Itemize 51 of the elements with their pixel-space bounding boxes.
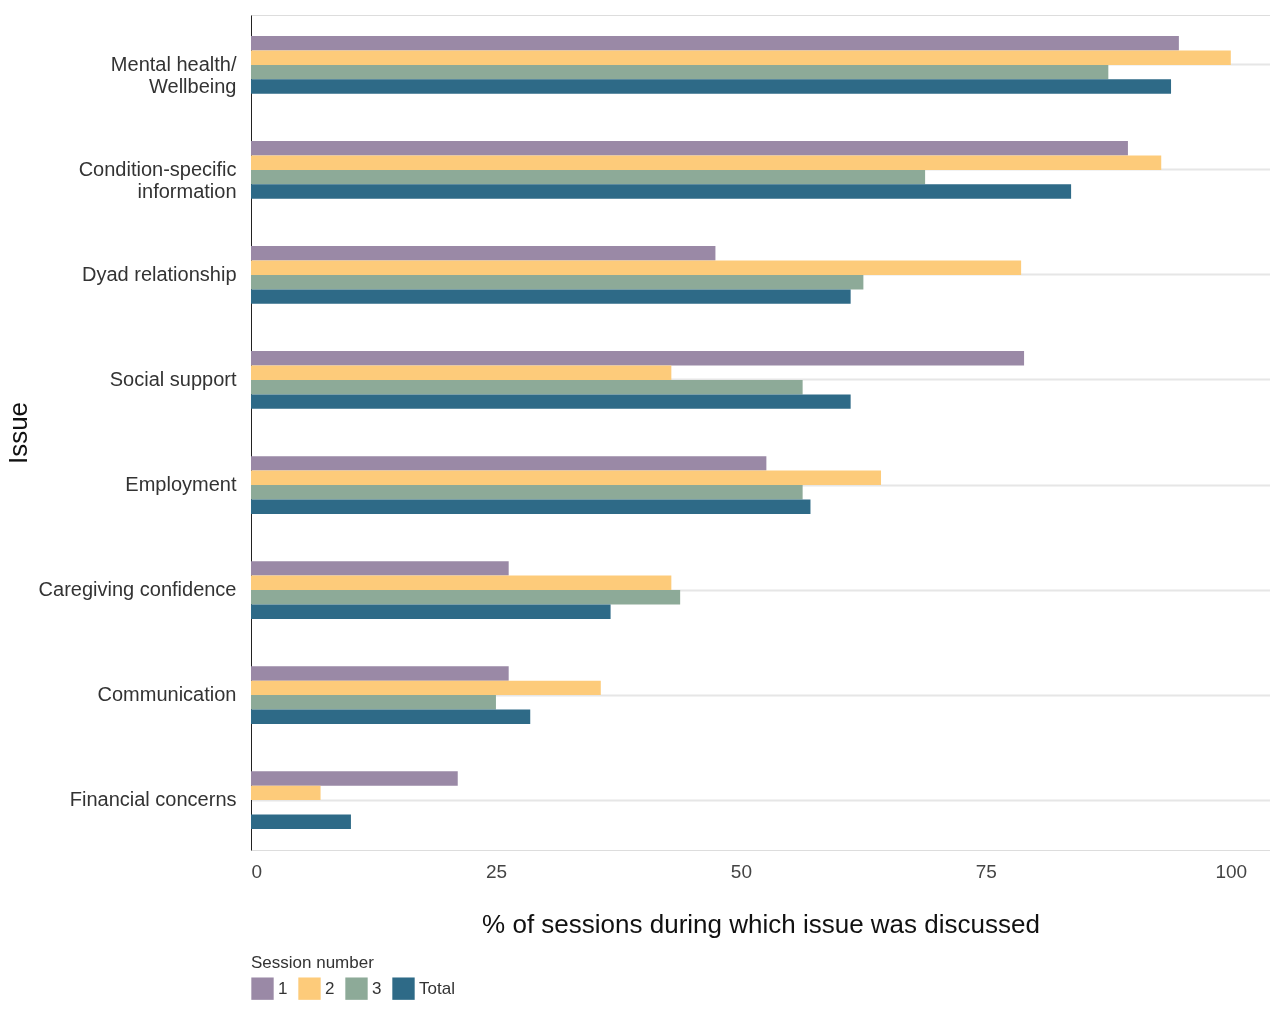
bar <box>251 604 611 619</box>
bar <box>251 155 1162 170</box>
x-axis-title: % of sessions during which issue was discussed <box>482 908 1040 939</box>
bar <box>251 771 458 786</box>
bar <box>251 36 1179 51</box>
bar <box>251 499 811 514</box>
bar <box>251 79 1172 94</box>
bar <box>251 274 864 290</box>
x-tick-label: 0 <box>251 860 263 882</box>
bar <box>251 394 851 409</box>
bar <box>251 169 926 185</box>
bar <box>251 695 496 710</box>
bar <box>251 184 1072 199</box>
y-tick-label: Social support <box>109 367 237 390</box>
x-tick-label: 75 <box>975 860 997 882</box>
bar <box>251 351 1025 366</box>
legend-label: 3 <box>372 978 382 998</box>
bar <box>251 666 509 681</box>
bar <box>251 50 1231 65</box>
y-tick-label: Caregiving confidence <box>38 578 237 601</box>
bar <box>251 785 321 801</box>
bar <box>251 141 1128 156</box>
bar <box>251 365 672 380</box>
bar <box>251 246 716 261</box>
legend-label: 1 <box>278 978 288 998</box>
bar <box>251 590 681 605</box>
bar <box>251 814 351 829</box>
bar <box>251 379 803 395</box>
legend-label: 2 <box>325 978 335 998</box>
bar <box>251 456 767 471</box>
bar <box>251 709 531 724</box>
y-tick-label: Employment <box>125 473 237 496</box>
bar <box>251 485 803 500</box>
legend-label: Total <box>419 978 455 998</box>
bar <box>251 289 851 304</box>
x-tick-label: 100 <box>1215 860 1248 882</box>
y-axis-title: Issue <box>2 401 33 465</box>
y-tick-label: Mental health/ Wellbeing <box>110 52 237 97</box>
bar <box>251 561 509 576</box>
y-tick-label: Financial concerns <box>69 788 237 811</box>
bar <box>251 575 672 591</box>
y-tick-label: Communication <box>97 683 237 706</box>
bar <box>251 260 1022 275</box>
y-tick-label: Condition-specific information <box>78 157 237 202</box>
bar <box>251 64 1109 80</box>
bar <box>251 680 601 696</box>
bar <box>251 470 882 486</box>
x-tick-label: 25 <box>485 860 508 882</box>
x-tick-label: 50 <box>730 860 752 882</box>
y-tick-label: Dyad relationship <box>81 262 237 285</box>
legend-title: Session number <box>251 953 375 972</box>
